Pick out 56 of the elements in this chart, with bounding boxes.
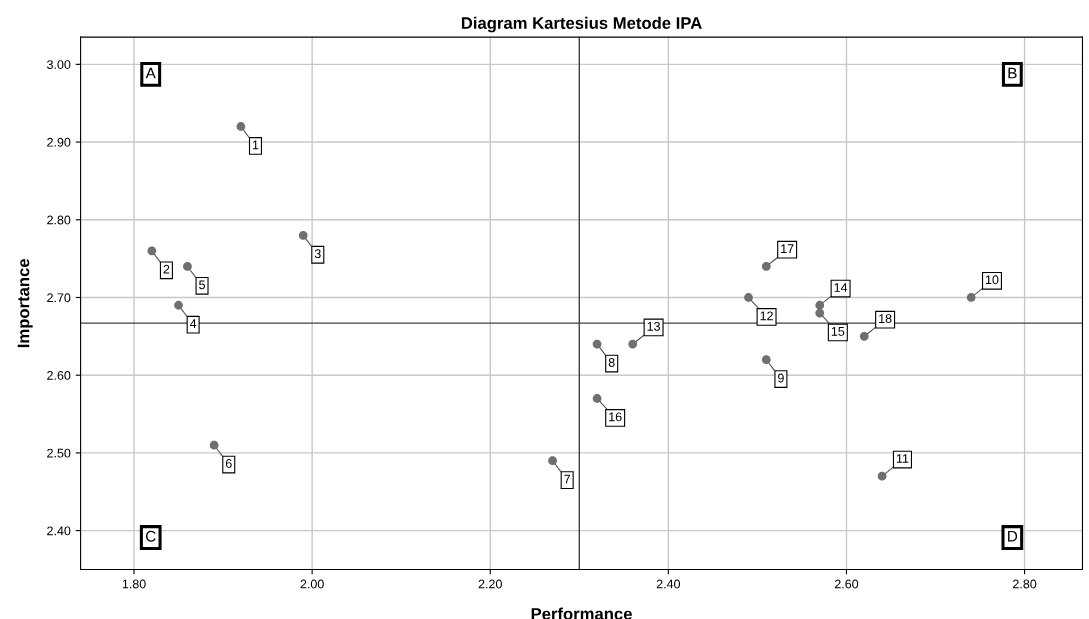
chart-title: Diagram Kartesius Metode IPA [461,16,702,33]
point [877,471,887,481]
annotation: 10 [985,275,999,285]
y-tick-label: 3.00 [47,60,71,69]
annotation: 12 [760,311,773,321]
x-tick-label: 2.80 [1013,579,1037,589]
point [859,331,869,341]
point [815,300,825,310]
y-tick-label: 2.70 [47,293,71,303]
x-tick-label: 2.00 [300,579,324,589]
x-tick-label: 2.60 [834,579,859,589]
point [628,339,638,349]
point [548,456,557,466]
x-tick-label: 2.20 [478,579,502,589]
point [236,122,246,131]
x-axis-title: Performance [531,607,632,619]
annotation: C [145,530,156,542]
y-tick-label: 2.80 [47,215,71,225]
annotation: 6 [225,459,232,468]
annotation: 3 [314,249,321,259]
y-tick-label: 2.90 [47,137,71,147]
annotation: A [145,67,156,79]
annotation: 13 [647,321,660,331]
annotation: D [1008,530,1018,542]
annotation: 8 [608,358,615,367]
point [183,262,192,271]
point [815,308,825,318]
annotation: 11 [896,454,909,463]
annotation: 7 [564,474,571,484]
point [592,394,602,403]
point [209,440,219,450]
annotation: 17 [781,244,794,253]
annotation: 18 [879,314,892,324]
y-tick-label: 2.60 [47,371,71,380]
point [761,262,771,271]
annotation: 4 [189,319,197,328]
annotation: 1 [252,140,259,150]
y-tick-label: 2.50 [47,448,71,458]
annotation: 16 [609,412,622,422]
x-tick-label: 2.40 [656,579,681,589]
point [966,293,976,302]
annotation: 2 [163,264,170,274]
y-axis-title: Importance [17,258,33,348]
point [298,230,308,240]
point [744,293,753,302]
annotation: 5 [199,280,205,290]
point [174,300,183,310]
annotation: 15 [831,327,845,336]
y-tick-label: 2.40 [47,526,71,536]
annotation: B [1008,67,1017,79]
annotation: 14 [834,283,848,292]
point [147,246,157,256]
point [761,355,771,365]
x-tick-label: 1.80 [122,579,146,589]
annotation: 9 [778,373,784,383]
point [592,339,602,349]
